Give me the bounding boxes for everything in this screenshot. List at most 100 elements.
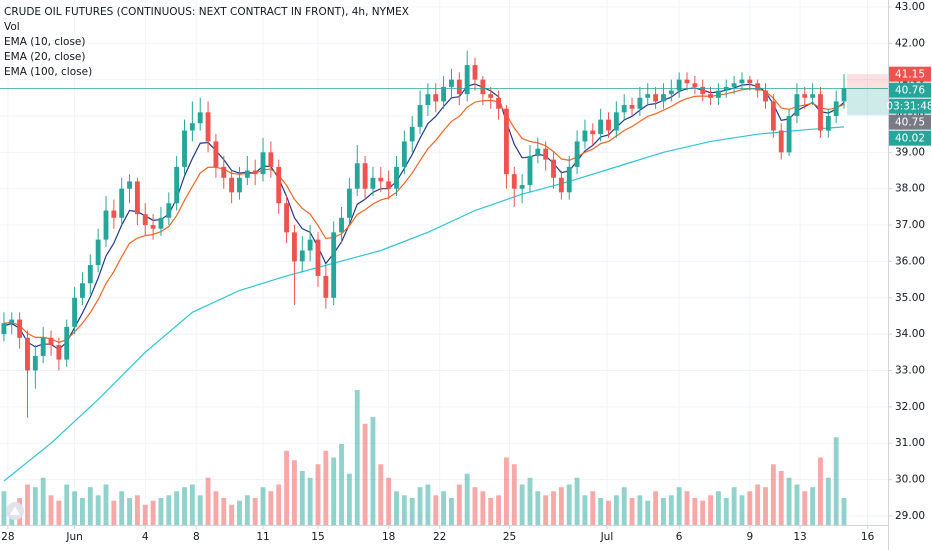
volume-bar xyxy=(519,484,525,525)
y-tick-label: 38.00 xyxy=(895,183,925,195)
volume-bar xyxy=(527,477,533,525)
candle-body xyxy=(684,79,690,84)
candle-body xyxy=(582,130,588,142)
volume-bar xyxy=(48,495,54,525)
candle-body xyxy=(276,166,282,204)
candle-body xyxy=(32,355,38,371)
volume-bar xyxy=(425,484,431,525)
candle-body xyxy=(653,94,659,102)
candle-body xyxy=(637,97,643,109)
volume-bar xyxy=(708,495,713,525)
candle-body xyxy=(778,130,784,153)
chart-title: CRUDE OIL FUTURES (CONTINUOUS: NEXT CONT… xyxy=(4,6,409,18)
volume-bar xyxy=(715,491,721,525)
candle-body xyxy=(72,297,78,327)
volume-bar xyxy=(87,487,93,525)
candle-body xyxy=(464,65,470,95)
volume-bar xyxy=(339,444,344,525)
candle-body xyxy=(394,166,399,189)
volume-bar xyxy=(189,484,195,525)
candle-body xyxy=(731,83,737,87)
candle-body xyxy=(103,210,109,240)
volume-bar xyxy=(95,495,101,525)
volume-bar xyxy=(723,498,729,525)
candle-body xyxy=(511,174,517,189)
candle-body xyxy=(64,326,70,360)
candle-body xyxy=(770,101,776,131)
volume-bar xyxy=(496,495,502,525)
y-tick-label: 42.00 xyxy=(895,37,925,49)
volume-bar xyxy=(229,504,235,525)
volume-bar xyxy=(574,477,580,525)
x-tick-label: 22 xyxy=(433,531,446,543)
candle-body xyxy=(488,94,494,98)
candle-body xyxy=(346,188,352,218)
volume-bar xyxy=(480,491,486,525)
price-layer xyxy=(0,50,888,482)
volume-bar xyxy=(119,491,125,525)
volume-bar xyxy=(629,498,635,525)
candle-body xyxy=(205,112,211,142)
volume-bar xyxy=(668,495,674,525)
volume-bar xyxy=(582,495,588,525)
x-tick-label: 11 xyxy=(256,531,269,543)
candle-body xyxy=(606,119,611,131)
candle-body xyxy=(299,250,305,262)
volume-bar xyxy=(221,498,227,525)
ema-line xyxy=(3,126,845,482)
volume-bar xyxy=(111,500,117,525)
legend-entry: EMA (100, close) xyxy=(4,66,92,78)
candle-body xyxy=(378,177,384,182)
candle-body xyxy=(590,130,596,135)
y-tick-label: 33.00 xyxy=(895,364,925,376)
volume-bar xyxy=(503,457,509,525)
candle-body xyxy=(213,141,219,167)
volume-bar xyxy=(692,498,698,525)
volume-bar xyxy=(378,464,384,525)
volume-bar xyxy=(32,487,38,525)
candle-body xyxy=(692,83,698,87)
volume-bar xyxy=(25,484,30,525)
candle-body xyxy=(315,239,321,276)
candle-body xyxy=(252,170,258,175)
candle-body xyxy=(370,177,376,189)
volume-bar xyxy=(417,487,423,525)
volume-bar xyxy=(401,495,407,525)
volume-bar xyxy=(841,498,847,525)
y-tick-label: 31.00 xyxy=(895,437,925,449)
price-label: 40.02 xyxy=(895,133,925,145)
price-label-box xyxy=(889,82,931,98)
price-label: 41.15 xyxy=(895,69,925,81)
x-tick-label: 9 xyxy=(746,531,753,543)
volume-bar xyxy=(778,471,784,525)
volume-bar xyxy=(64,484,70,525)
x-tick-label: 15 xyxy=(311,531,324,543)
volume-bar xyxy=(833,437,839,525)
volume-bar xyxy=(56,500,62,525)
y-tick-label: 39.00 xyxy=(895,146,925,158)
volume-bar xyxy=(802,491,808,525)
volume-bar xyxy=(213,491,219,525)
volume-bar xyxy=(653,491,659,525)
candle-body xyxy=(158,217,164,229)
volume-bar xyxy=(386,477,392,525)
candle-body xyxy=(56,345,62,360)
candle-body xyxy=(818,94,823,131)
volume-bar xyxy=(535,491,541,525)
x-tick-label: Jun xyxy=(65,531,82,543)
candle-body xyxy=(229,177,235,193)
volume-bar xyxy=(606,500,611,525)
volume-bar xyxy=(362,423,368,525)
candle-body xyxy=(95,239,101,266)
candle-body xyxy=(386,181,392,189)
volume-bar xyxy=(346,473,352,525)
candle-body xyxy=(197,112,203,124)
volume-bar xyxy=(260,487,266,525)
range-box-upper xyxy=(847,74,888,89)
candle-body xyxy=(794,94,800,116)
x-tick-label: 13 xyxy=(793,531,806,543)
candle-body xyxy=(362,163,368,189)
candle-body xyxy=(472,65,478,80)
volume-bar xyxy=(433,495,439,525)
